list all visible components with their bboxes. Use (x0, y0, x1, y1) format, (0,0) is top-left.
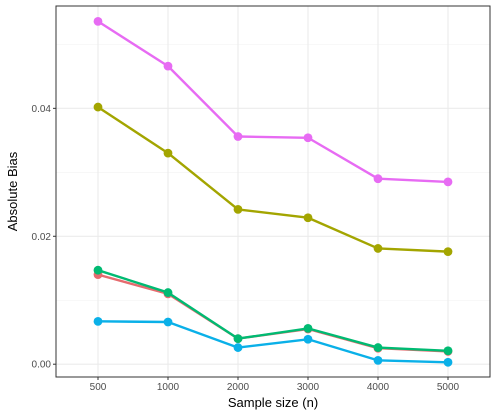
data-point (303, 334, 313, 344)
data-point (373, 343, 383, 352)
series-5 (93, 16, 453, 187)
data-point (233, 205, 243, 214)
series-4 (93, 316, 453, 367)
data-point (443, 247, 453, 257)
x-axis-tick-labels: 500 1000 2000 3000 4000 5000 (90, 382, 460, 393)
x-axis-title: Sample size (n) (228, 395, 318, 410)
x-tick-label: 4000 (367, 382, 390, 393)
x-tick-label: 3000 (297, 382, 320, 393)
data-point (303, 213, 313, 223)
series-line (96, 20, 450, 184)
data-point (163, 148, 173, 158)
series-2 (93, 102, 453, 257)
data-point (303, 133, 313, 143)
data-point (93, 16, 103, 26)
data-point (373, 355, 383, 365)
axis-ticks (53, 107, 449, 380)
data-point (443, 177, 453, 187)
plot-panel-border (55, 5, 491, 378)
series-layer (93, 16, 453, 367)
data-point (163, 288, 173, 297)
data-point (93, 265, 103, 275)
x-tick-label: 5000 (437, 382, 460, 393)
data-point (233, 334, 243, 344)
data-point (373, 174, 383, 184)
series-3 (93, 265, 453, 356)
series-line (96, 105, 450, 253)
major-gridlines (56, 6, 490, 377)
x-tick-label: 500 (90, 382, 107, 393)
x-tick-label: 1000 (157, 382, 180, 393)
data-point (443, 346, 453, 356)
series-line (96, 268, 450, 352)
x-tick-label: 2000 (227, 382, 250, 393)
data-point (233, 343, 243, 352)
data-point (303, 323, 313, 333)
y-tick-label: 0.04 (32, 104, 52, 115)
series-line (96, 320, 450, 364)
data-point (163, 61, 173, 71)
data-point (163, 317, 173, 327)
data-point (93, 102, 103, 112)
data-point (233, 132, 243, 141)
data-point (93, 316, 103, 326)
y-tick-label: 0.02 (32, 232, 52, 243)
data-point (443, 357, 453, 367)
data-point (373, 244, 383, 253)
y-axis-title: Absolute Bias (5, 151, 20, 231)
y-axis-tick-labels: 0.00 0.02 0.04 (32, 104, 52, 371)
minor-gridlines (56, 44, 490, 301)
y-tick-label: 0.00 (32, 360, 52, 371)
